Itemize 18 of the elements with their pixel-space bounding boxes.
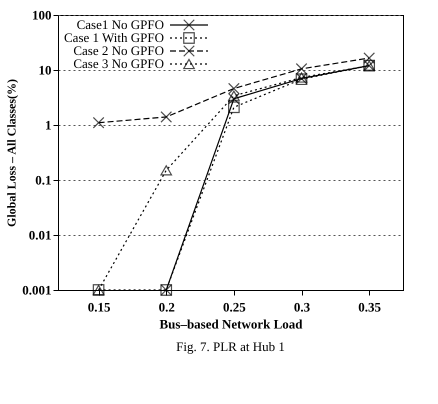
y-tick-label: 100 [32,8,52,22]
caption: Fig. 7. PLR at Hub 1 [176,339,285,354]
x-tick-label: 0.25 [223,300,246,314]
legend-label: Case 2 No GPFO [73,43,164,58]
y-tick-label: 0.001 [22,282,52,298]
y-tick-label: 0.1 [35,172,52,188]
legend-label: Case 3 No GPFO [73,56,164,71]
y-axis-title: Global Loss – All Classes(%) [4,78,18,228]
x-tick-label: 0.2 [158,300,175,314]
x-axis-title: Bus–based Network Load [159,316,304,332]
y-tick-label: 10 [38,62,52,78]
x-tick-label: 0.15 [88,300,111,314]
x-tick-label: 0.35 [358,300,382,314]
y-tick-label: 0.01 [28,228,52,242]
legend-label: Case1 No GPFO [76,17,164,32]
x-tick-label: 0.3 [294,300,311,314]
y-tick-label: 1 [45,118,52,132]
legend-label: Case 1 With GPFO [64,30,164,45]
